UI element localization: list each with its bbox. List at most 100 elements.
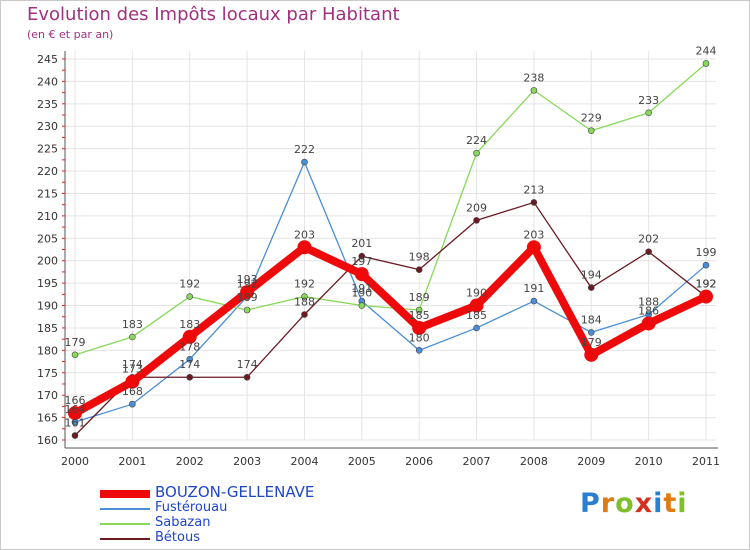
data-label-fust-rouau: 168	[122, 385, 143, 398]
data-point-sabazan	[587, 127, 595, 135]
x-tick-label: 2000	[61, 455, 89, 468]
chart-subtitle: (en € et par an)	[27, 28, 114, 41]
y-tick-label: 175	[37, 367, 58, 380]
data-point-sabazan	[415, 306, 423, 314]
data-label-sabazan: 224	[466, 134, 487, 147]
series-line-sabazan	[74, 62, 707, 356]
data-label-sabazan: 189	[237, 291, 258, 304]
x-tick-label: 2010	[635, 455, 663, 468]
data-point-bouzon-gellenave	[469, 298, 484, 313]
data-point-sabazan	[358, 302, 366, 309]
data-label-b-tous: 188	[294, 295, 315, 308]
data-point-sabazan	[186, 293, 194, 300]
data-point-fust-rouau	[473, 324, 480, 332]
data-label-fust-rouau: 191	[523, 282, 544, 295]
data-point-b-tous	[473, 217, 480, 224]
legend-label: Sabazan	[155, 515, 211, 530]
x-tick-label: 2003	[233, 455, 261, 468]
data-point-sabazan	[530, 87, 538, 94]
data-label-fust-rouau: 184	[581, 313, 602, 326]
data-label-b-tous: 174	[122, 358, 143, 371]
data-label-sabazan: 192	[179, 278, 200, 291]
data-point-b-tous	[358, 252, 366, 260]
data-point-bouzon-gellenave	[412, 320, 427, 335]
data-label-bouzon-gellenave: 185	[409, 309, 430, 322]
data-point-fust-rouau	[186, 356, 194, 363]
data-label-bouzon-gellenave: 186	[638, 304, 659, 317]
data-label-sabazan: 190	[351, 287, 372, 300]
data-label-fust-rouau: 178	[179, 340, 200, 353]
legend-swatch	[100, 538, 150, 540]
legend-label: BOUZON-GELLENAVE	[155, 483, 315, 501]
data-label-b-tous: 201	[351, 237, 372, 250]
y-tick-label: 215	[37, 187, 58, 200]
data-point-bouzon-gellenave	[584, 347, 599, 362]
logo-letter: P	[580, 488, 601, 519]
y-tick-label: 200	[37, 255, 58, 268]
x-tick-label: 2005	[348, 455, 376, 468]
data-label-b-tous: 198	[409, 251, 430, 264]
data-point-b-tous	[243, 373, 251, 381]
proxiti-logo: Proxiti	[580, 488, 688, 519]
data-label-b-tous: 213	[523, 183, 544, 196]
y-tick-label: 195	[37, 277, 58, 290]
y-tick-label: 210	[37, 210, 58, 223]
y-tick-label: 170	[37, 389, 58, 402]
data-point-sabazan	[243, 306, 251, 314]
data-label-bouzon-gellenave: 192	[696, 278, 717, 291]
legend-swatch	[100, 508, 150, 510]
x-tick-label: 2004	[290, 455, 318, 468]
series-line-fust-rouau	[74, 161, 707, 423]
data-label-b-tous: 202	[638, 233, 659, 246]
data-label-bouzon-gellenave: 166	[65, 394, 86, 407]
data-point-b-tous	[530, 199, 538, 206]
logo-letter: i	[677, 488, 688, 519]
data-point-sabazan	[702, 60, 710, 67]
data-label-sabazan: 233	[638, 94, 659, 107]
data-point-b-tous	[301, 311, 308, 318]
data-label-bouzon-gellenave: 193	[237, 273, 258, 286]
y-tick-label: 160	[37, 434, 58, 447]
data-label-fust-rouau: 199	[696, 246, 717, 259]
data-label-b-tous: 209	[466, 201, 487, 214]
y-tick-label: 240	[37, 75, 58, 88]
data-point-b-tous	[645, 248, 652, 256]
data-point-bouzon-gellenave	[354, 267, 369, 282]
chart-title: Evolution des Impôts locaux par Habitant	[27, 4, 400, 25]
series-line-bouzon-gellenave	[73, 243, 708, 417]
x-tick-label: 2007	[463, 455, 491, 468]
data-point-b-tous	[186, 373, 194, 381]
data-point-b-tous	[415, 266, 423, 273]
data-label-bouzon-gellenave: 203	[523, 228, 544, 241]
y-tick-label: 190	[37, 300, 58, 313]
data-label-fust-rouau: 222	[294, 143, 315, 156]
data-label-fust-rouau: 191	[351, 282, 372, 295]
data-point-fust-rouau	[129, 400, 136, 408]
data-label-sabazan: 192	[294, 278, 315, 291]
legend-swatch	[100, 490, 150, 498]
y-tick-label: 230	[37, 120, 58, 133]
data-point-b-tous	[587, 284, 595, 291]
legend-label: Bétous	[155, 530, 200, 545]
data-point-bouzon-gellenave	[699, 289, 713, 304]
data-label-bouzon-gellenave: 179	[581, 336, 602, 349]
data-label-sabazan: 189	[409, 291, 430, 304]
data-label-b-tous: 161	[65, 417, 86, 430]
series-line-b-tous	[74, 201, 707, 436]
data-point-sabazan	[71, 351, 79, 359]
data-point-bouzon-gellenave	[297, 240, 312, 255]
y-tick-label: 225	[37, 143, 58, 156]
y-tick-label: 220	[37, 165, 58, 178]
y-tick-label: 165	[37, 412, 58, 425]
x-tick-label: 2002	[176, 455, 204, 468]
data-label-b-tous: 192	[696, 278, 717, 291]
x-tick-label: 2001	[118, 455, 146, 468]
data-point-bouzon-gellenave	[526, 240, 541, 255]
data-label-bouzon-gellenave: 190	[466, 287, 487, 300]
data-label-bouzon-gellenave: 197	[351, 255, 372, 268]
y-tick-label: 245	[37, 53, 58, 66]
y-tick-label: 235	[37, 98, 58, 111]
data-label-fust-rouau: 185	[466, 309, 487, 322]
data-point-bouzon-gellenave	[68, 406, 82, 421]
